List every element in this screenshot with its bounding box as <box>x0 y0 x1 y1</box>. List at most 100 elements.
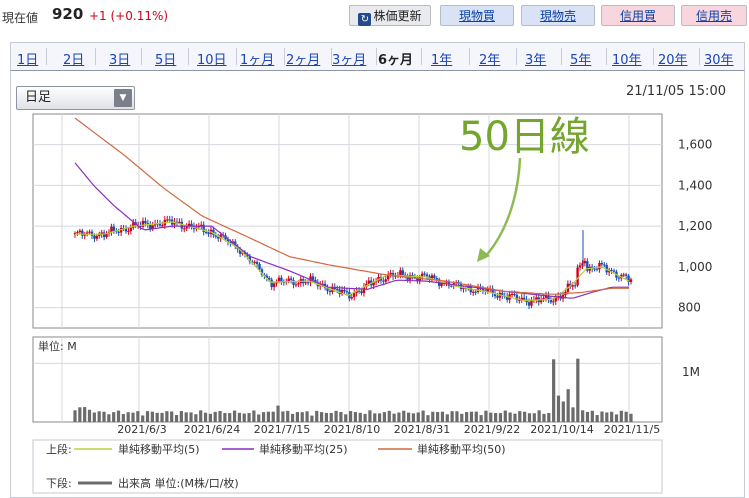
candle-body <box>277 277 281 282</box>
cash-buy-button[interactable]: 現物買 <box>440 5 514 26</box>
quote-header: 現在値 920 +1 (+0.11%) ↻ 株価更新 現物買 現物売 信用買 信用… <box>0 0 749 34</box>
tab-20y[interactable]: 20年 <box>658 53 688 68</box>
volume-bar <box>329 412 333 422</box>
volume-bar <box>556 395 561 422</box>
refresh-button[interactable]: ↻ 株価更新 <box>349 5 431 26</box>
candle-body <box>435 278 438 280</box>
candle-body <box>202 224 205 232</box>
legend-ma5: 単純移動平均(5) <box>118 442 200 456</box>
candle-body <box>598 262 601 270</box>
candle-body <box>326 288 329 291</box>
candle-body <box>280 277 283 282</box>
candle-body <box>447 281 451 286</box>
volume-bar <box>542 413 546 422</box>
margin-buy-button[interactable]: 信用買 <box>601 5 675 26</box>
candle-body <box>527 302 531 306</box>
volume-bar <box>527 413 532 422</box>
candle-body <box>117 231 120 233</box>
tab-30y[interactable]: 30年 <box>704 53 734 68</box>
candle-body <box>520 297 523 300</box>
volume-bar <box>581 410 585 422</box>
volume-bar <box>373 413 377 422</box>
tab-5y[interactable]: 5年 <box>570 53 592 68</box>
candle-body <box>425 274 429 277</box>
annotation-arrow <box>483 157 522 259</box>
candle-body <box>384 279 387 282</box>
candle-body <box>445 281 448 283</box>
candle-body <box>401 270 404 275</box>
x-tick-label: 2021/6/3 <box>117 423 166 436</box>
tab-2d[interactable]: 2日 <box>63 53 85 68</box>
tab-10d[interactable]: 10日 <box>197 53 227 68</box>
tab-2y[interactable]: 2年 <box>479 53 501 68</box>
volume-bar <box>523 411 527 422</box>
volume-bar <box>619 410 623 422</box>
candle-body <box>190 223 193 226</box>
period-select[interactable]: 日足 ▼ <box>16 86 135 110</box>
volume-bar <box>261 412 266 422</box>
candle-body <box>185 226 188 229</box>
candle-body <box>328 290 332 293</box>
candle-body <box>287 278 290 282</box>
candle-body <box>382 280 385 282</box>
volume-bar <box>445 414 449 422</box>
volume-bar <box>407 412 411 422</box>
volume-bar <box>469 411 474 422</box>
cash-sell-button[interactable]: 現物売 <box>521 5 595 26</box>
margin-sell-button[interactable]: 信用売 <box>681 5 747 26</box>
tab-6m[interactable]: 6ヶ月 <box>378 53 414 68</box>
candle-body <box>217 236 220 239</box>
candle-body <box>399 270 402 275</box>
volume-bar <box>629 413 633 422</box>
candle-body <box>294 284 298 286</box>
tab-1y[interactable]: 1年 <box>431 53 453 68</box>
candle-body <box>272 283 276 288</box>
tab-1m[interactable]: 1ヶ月 <box>240 53 275 68</box>
tab-3m[interactable]: 3ヶ月 <box>332 53 367 68</box>
volume-bar <box>174 414 179 422</box>
candle-body <box>166 219 169 221</box>
candle-body <box>141 220 145 227</box>
candle-body <box>450 285 453 287</box>
candle-body <box>552 301 555 303</box>
tab-5d[interactable]: 5日 <box>155 53 177 68</box>
volume-bar <box>474 411 478 422</box>
volume-bar <box>232 410 237 422</box>
volume-bar <box>324 412 329 422</box>
tab-2m[interactable]: 2ヶ月 <box>286 53 321 68</box>
volume-bar <box>78 407 82 422</box>
volume-bar <box>552 359 556 422</box>
chart-datetime: 21/11/05 15:00 <box>626 84 726 99</box>
volume-bar <box>97 411 101 422</box>
y-tick-label: 1,200 <box>678 219 712 233</box>
candle-body <box>243 252 247 255</box>
candle-body <box>515 294 519 300</box>
period-tabs: 1日 2日 3日 5日 10日 1ヶ月 2ヶ月 3ヶ月 6ヶ月 1年 2年 3年… <box>10 42 745 70</box>
volume-bar <box>170 411 174 422</box>
candle-body <box>406 276 409 280</box>
volume-bar <box>179 411 183 422</box>
volume-bar <box>363 413 367 422</box>
tab-1d[interactable]: 1日 <box>17 53 39 68</box>
candle-body <box>207 232 210 234</box>
legend-ma25: 単純移動平均(25) <box>259 442 348 456</box>
candle-body <box>219 234 222 239</box>
volume-tick-1m: 1M <box>682 365 700 379</box>
candle-body <box>513 293 516 295</box>
tab-3y[interactable]: 3年 <box>525 53 547 68</box>
volume-bar <box>585 411 590 422</box>
candle-body <box>510 293 514 295</box>
candle-body <box>175 221 179 223</box>
chevron-down-icon: ▼ <box>114 89 132 107</box>
tab-3d[interactable]: 3日 <box>109 53 131 68</box>
volume-bar <box>107 414 111 422</box>
volume-bar <box>247 413 251 422</box>
tab-10y[interactable]: 10年 <box>612 53 642 68</box>
volume-bar <box>295 412 299 422</box>
candle-body <box>76 232 79 234</box>
ma-line-25 <box>74 162 629 299</box>
volume-bar <box>484 410 488 422</box>
x-tick-label: 2021/6/24 <box>184 423 240 436</box>
candle-body <box>357 290 361 292</box>
